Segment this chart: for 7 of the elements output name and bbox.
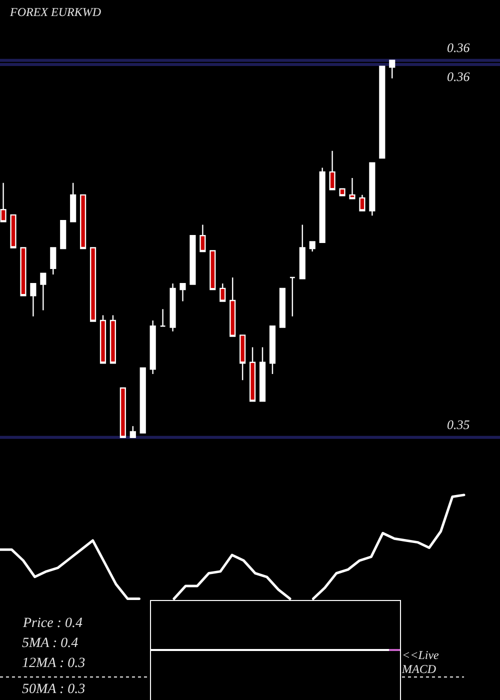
annotation: 5MA : 0.4	[22, 636, 78, 651]
annotation: MACD	[402, 662, 436, 676]
annotation: <<Live	[402, 648, 439, 662]
annotation: Price : 0.4	[22, 616, 82, 631]
candlestick	[0, 182, 6, 222]
text: 50MA : 0.3	[22, 682, 86, 697]
annotation: 12MA : 0.3	[22, 656, 86, 671]
